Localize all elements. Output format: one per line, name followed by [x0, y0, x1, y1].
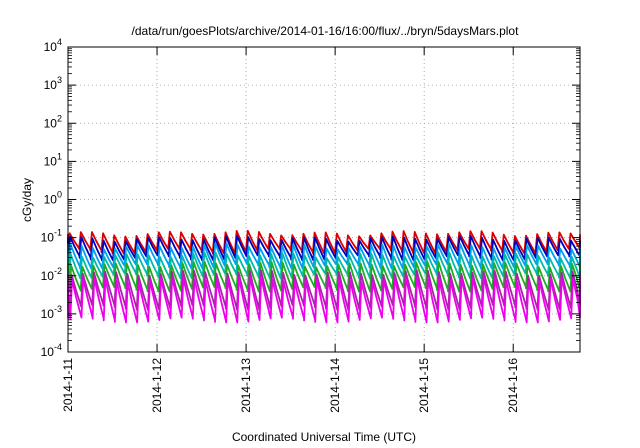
y-tick-label: 10-2: [41, 266, 62, 283]
y-tick-label: 100: [44, 190, 62, 207]
series-line: [67, 234, 581, 262]
x-tick-label: 2014-1-15: [417, 358, 431, 413]
chart-title: /data/run/goesPlots/archive/2014-01-16/1…: [132, 24, 520, 38]
series-line: [67, 251, 581, 280]
x-tick-label: 2014-1-11: [61, 358, 75, 412]
tick-layer: 10-4 10-3 10-2 10-1 100 101 102 103 104 2014-1-11…: [41, 37, 580, 413]
y-axis-label: cGy/day: [20, 178, 34, 222]
x-axis-label: Coordinated Universal Time (UTC): [232, 430, 416, 444]
y-tick-label: 10-4: [41, 342, 62, 359]
y-tick-label: 103: [44, 75, 62, 92]
y-tick-label: 10-3: [41, 304, 62, 321]
series-line: [67, 275, 581, 324]
y-tick-label: 104: [44, 37, 62, 54]
x-tick-label: 2014-1-13: [239, 358, 253, 413]
y-tick-label: 10-1: [41, 228, 62, 245]
y-tick-label: 101: [44, 151, 62, 168]
x-tick-label: 2014-1-14: [328, 358, 342, 413]
x-tick-label: 2014-1-16: [506, 358, 520, 413]
series-layer: [67, 229, 581, 324]
x-tick-label: 2014-1-12: [150, 358, 164, 413]
series-line: [67, 260, 581, 293]
y-tick-label: 102: [44, 113, 62, 130]
